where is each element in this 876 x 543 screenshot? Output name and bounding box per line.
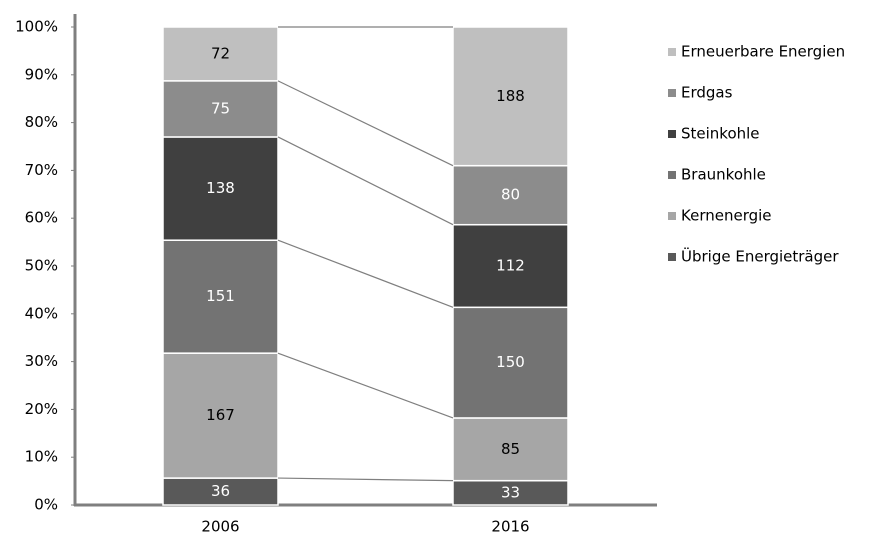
connector-line [277, 477, 454, 482]
y-tick-label: 50% [25, 257, 58, 275]
legend-swatch [668, 89, 676, 97]
y-tick-label: 70% [25, 161, 58, 179]
legend-swatch [668, 212, 676, 220]
legend-label: Steinkohle [681, 125, 760, 143]
legend-swatch [668, 253, 676, 261]
data-label: 75 [211, 99, 230, 117]
connector-line [277, 239, 454, 308]
data-label: 112 [496, 257, 525, 275]
data-label: 80 [501, 186, 520, 204]
legend-label: Braunkohle [681, 166, 766, 184]
data-label: 151 [206, 287, 235, 305]
bar-segment [452, 306, 569, 419]
data-label: 36 [211, 482, 230, 500]
data-label: 138 [206, 179, 235, 197]
data-label: 33 [501, 483, 520, 501]
legend-swatch [668, 48, 676, 56]
bar-segment [162, 80, 279, 138]
data-label: 72 [211, 44, 230, 62]
legend-label: Übrige Energieträger [681, 247, 839, 266]
bar-segment [452, 479, 569, 506]
x-tick-label: 2016 [491, 518, 529, 536]
y-tick-label: 20% [25, 400, 58, 418]
bar-segment [162, 477, 279, 506]
y-tick-label: 0% [34, 496, 58, 514]
bar-segment [452, 223, 569, 309]
data-label: 188 [496, 87, 525, 105]
y-tick-label: 30% [25, 352, 58, 370]
bar-segment [162, 136, 279, 241]
bar-segment [452, 417, 569, 482]
legend-label: Kernenergie [681, 207, 772, 225]
y-tick-label: 60% [25, 209, 58, 227]
legend-swatch [668, 171, 676, 179]
y-tick-label: 100% [15, 18, 58, 36]
bar-segment [162, 239, 279, 354]
legend-label: Erneuerbare Energien [681, 43, 845, 61]
data-label: 85 [501, 440, 520, 458]
connector-line [277, 352, 454, 419]
bar-segment [162, 26, 279, 82]
bar-segment [452, 26, 569, 167]
y-tick-label: 80% [25, 113, 58, 131]
data-label: 150 [496, 353, 525, 371]
y-tick-label: 90% [25, 65, 58, 83]
connector-line [277, 80, 454, 167]
legend-swatch [668, 130, 676, 138]
y-tick-label: 40% [25, 304, 58, 322]
bar-segment [162, 352, 279, 479]
x-tick-label: 2006 [201, 518, 239, 536]
legend-label: Erdgas [681, 84, 733, 102]
y-tick-label: 10% [25, 448, 58, 466]
data-label: 167 [206, 406, 235, 424]
connector-line [277, 136, 454, 226]
